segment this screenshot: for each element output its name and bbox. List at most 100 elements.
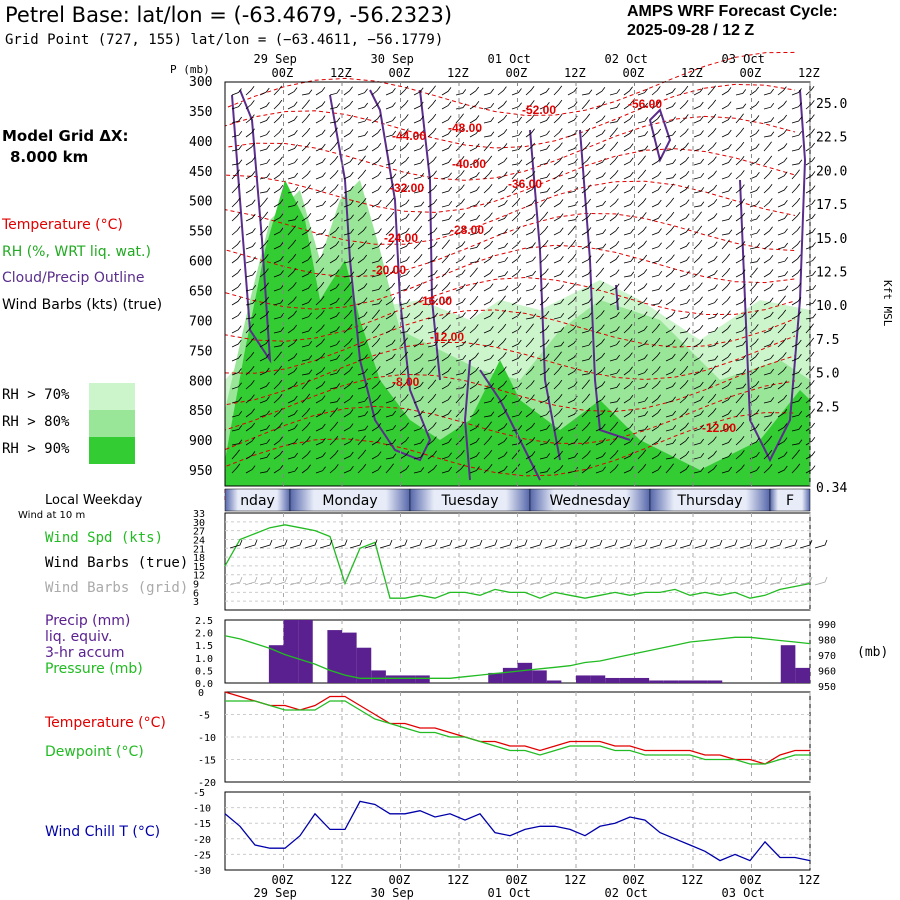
wind-barb xyxy=(301,379,310,390)
wind-barb xyxy=(385,325,396,334)
wind-barb xyxy=(707,270,718,278)
wind-barb xyxy=(245,436,256,446)
wind-barb xyxy=(287,130,298,138)
wind-barb xyxy=(777,352,787,362)
wind-barb xyxy=(707,298,718,306)
pressure-tick-label: 980 xyxy=(818,636,836,647)
surface-wind-barb xyxy=(784,539,798,549)
wind-barb xyxy=(427,436,437,446)
wind-barb xyxy=(245,185,256,194)
precip-bar xyxy=(546,680,562,683)
surface-wind-barb xyxy=(634,539,648,549)
wind-barb xyxy=(763,283,774,292)
wind-barb xyxy=(413,158,425,166)
wind-barb xyxy=(469,352,479,362)
wind-barb xyxy=(679,327,691,334)
wind-barb xyxy=(357,197,367,208)
cloud-outline xyxy=(529,129,561,461)
wind-barb xyxy=(287,158,298,166)
wind-barb xyxy=(609,155,619,166)
wind-barb xyxy=(595,281,605,292)
wind-barb xyxy=(609,269,620,278)
wind-barb xyxy=(623,437,634,446)
pressure-tick-label: 350 xyxy=(189,105,212,120)
wind-barb xyxy=(567,87,578,96)
cloud-outline xyxy=(329,89,432,462)
wind-barb xyxy=(399,242,410,250)
wind-barb xyxy=(763,169,773,180)
wind-barb xyxy=(399,199,410,208)
wind-barb xyxy=(343,409,354,418)
wind-barb xyxy=(413,410,424,418)
time-tick-label-bottom: 12Z xyxy=(798,873,820,887)
wind-barb xyxy=(385,144,397,152)
time-tick-label-top: 00Z xyxy=(272,66,294,80)
wind-barb xyxy=(763,297,774,306)
grid-wind-barb xyxy=(604,576,618,586)
surface-wind-barb xyxy=(469,539,483,549)
wind-barb xyxy=(329,155,339,166)
precip-bar xyxy=(283,620,299,683)
wind-barb xyxy=(707,170,717,180)
wind-barb xyxy=(329,103,341,110)
weekday-label: Wednesday xyxy=(549,493,630,509)
wind-barb xyxy=(525,337,535,348)
wind-barb xyxy=(413,467,425,474)
wind-barb xyxy=(693,116,704,124)
wind-barb xyxy=(329,127,338,138)
wind-barb xyxy=(665,88,676,96)
wind-barb xyxy=(553,284,564,292)
wind-barb xyxy=(609,407,618,418)
wind-barb xyxy=(651,128,662,138)
wind-barb xyxy=(399,213,410,222)
surface-wind-barb xyxy=(799,539,813,549)
wind-barb xyxy=(301,99,310,110)
wind-barb xyxy=(735,407,745,418)
wind-barb xyxy=(301,340,313,348)
wind-barb xyxy=(595,352,606,362)
surface-wind-barb xyxy=(664,539,678,549)
time-tick-label-top: 12Z xyxy=(681,66,703,80)
wind-barb xyxy=(637,435,646,446)
wind-barb xyxy=(637,368,648,376)
wind-barb xyxy=(371,337,381,348)
wind-barb xyxy=(329,117,341,124)
time-tick-label-bottom: 00Z xyxy=(389,873,411,887)
wind-barb xyxy=(315,295,325,306)
wind-barb xyxy=(581,421,591,432)
wind-barb xyxy=(301,284,312,292)
wind-barb xyxy=(805,299,817,306)
grid-wind-barb xyxy=(409,576,423,586)
wind-barb xyxy=(539,102,550,110)
wind-barb xyxy=(273,298,285,306)
grid-wind-barb xyxy=(694,576,708,586)
wind-barb xyxy=(707,365,716,376)
wind-barb xyxy=(581,284,592,292)
time-tick-label-top: 00Z xyxy=(389,66,411,80)
wind-barb xyxy=(469,214,481,222)
temp-tick-label: -20 xyxy=(198,778,216,789)
wind-barb xyxy=(357,155,366,166)
wind-barb xyxy=(665,144,677,152)
wind-barb xyxy=(623,309,633,320)
wind-barb xyxy=(427,198,438,208)
wind-barb xyxy=(693,211,702,222)
wind-barb xyxy=(511,226,521,236)
wind-barb xyxy=(385,410,397,418)
precip-bar xyxy=(268,645,284,683)
wind-barb xyxy=(497,337,507,348)
wind-barb xyxy=(567,367,578,376)
wind-barb xyxy=(343,228,355,236)
wind-barb xyxy=(595,186,606,194)
wind-barb xyxy=(777,380,787,390)
time-tick-label-top: 12Z xyxy=(564,66,586,80)
wind-barb xyxy=(805,436,816,446)
wind-barb xyxy=(539,187,551,194)
wind-barb xyxy=(539,197,548,208)
wind-barb xyxy=(301,355,313,362)
wind-barb xyxy=(259,158,271,166)
wind-barb xyxy=(539,325,550,334)
wind-barb xyxy=(301,141,311,152)
wind-barb xyxy=(231,88,242,96)
wind-barb xyxy=(679,156,690,166)
